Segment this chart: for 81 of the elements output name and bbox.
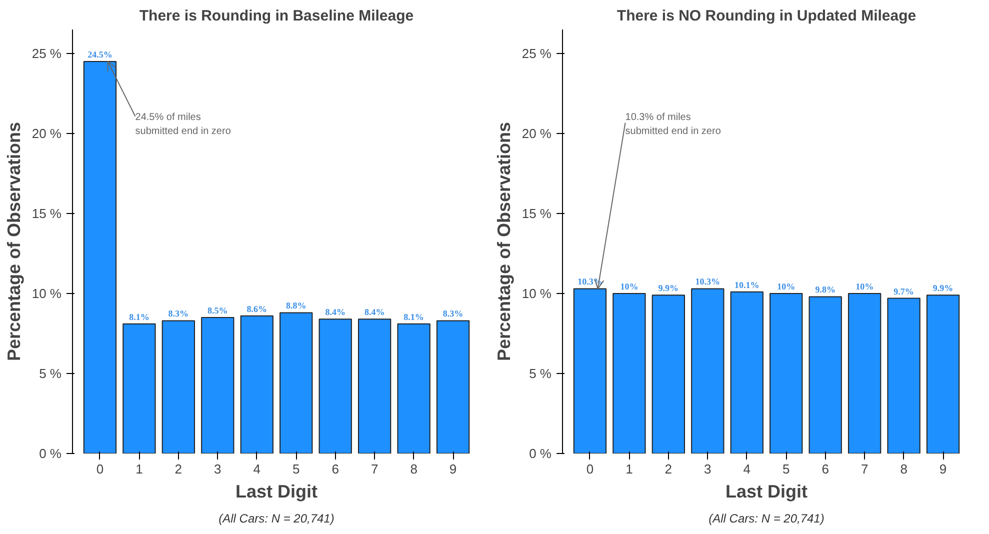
x-tick-label: 0 (586, 462, 594, 476)
text: (All Cars: N = 20,741) (708, 512, 824, 526)
x-tick-label: 9 (449, 462, 457, 476)
data-label: 8.3% (168, 308, 189, 319)
bar (436, 320, 470, 454)
data-label: 9.7% (894, 286, 914, 296)
data-label: 8.4% (325, 307, 346, 318)
data-label: 9.9% (658, 283, 679, 294)
data-label: 10% (620, 282, 638, 292)
data-label: 8.1% (404, 312, 424, 322)
data-label: 8.4% (364, 307, 385, 318)
y-tick-label: 5 % (39, 366, 62, 381)
annotation: 10.3% of miles submitted end in zero (625, 112, 722, 138)
text: (All Cars: N = 20,741) (218, 512, 334, 526)
data-label: 8.5% (208, 306, 228, 316)
data-label: 10.1% (734, 280, 760, 290)
x-tick-label: 4 (743, 462, 751, 476)
bar (848, 293, 882, 454)
bar (887, 298, 920, 454)
data-label: 10% (856, 282, 874, 292)
x-tick-label: 6 (822, 462, 829, 476)
data-label: 8.8% (286, 300, 306, 311)
bar (652, 294, 686, 454)
data-label: 8.3% (442, 308, 464, 319)
bar (240, 315, 274, 454)
data-label: 9.8% (815, 284, 836, 295)
bar (358, 318, 392, 454)
x-axis-title: Last Digit (726, 482, 808, 502)
x-tick-label: 4 (253, 462, 261, 476)
x-tick-label: 3 (704, 462, 712, 476)
y-tick-label: 20 % (522, 126, 552, 141)
bar (573, 288, 607, 454)
x-tick-label: 8 (410, 462, 418, 476)
y-tick-label: 25 % (32, 46, 62, 61)
bar (318, 318, 352, 454)
bar (730, 291, 764, 454)
x-tick-label: 8 (900, 462, 908, 476)
x-tick-label: 1 (136, 462, 143, 476)
x-axis-title: Last Digit (236, 482, 318, 502)
bar (201, 317, 234, 454)
data-label: 9.9% (932, 283, 954, 294)
x-tick-label: 7 (860, 462, 868, 476)
data-label: 8.1% (129, 312, 150, 322)
x-tick-label: 6 (332, 462, 339, 476)
y-tick-label: 20 % (32, 126, 62, 141)
y-axis-title: Percentage of Observations (4, 122, 24, 362)
data-label: 24.5% (88, 50, 112, 60)
x-tick-label: 3 (214, 462, 222, 476)
x-tick-label: 7 (370, 462, 378, 476)
chart-title: There is Rounding in Baseline Mileage (139, 8, 414, 24)
bar (280, 312, 313, 454)
bar (397, 323, 430, 454)
chart-title: There is NO Rounding in Updated Mileage (616, 8, 916, 24)
bar (808, 296, 842, 454)
y-tick-label: 15 % (522, 206, 552, 221)
y-tick-label: 15 % (32, 206, 62, 221)
y-tick-label: 5 % (529, 366, 552, 381)
x-tick-label: 5 (292, 462, 300, 476)
y-tick-label: 10 % (522, 286, 552, 301)
bar (770, 293, 803, 454)
bar (926, 294, 960, 454)
x-tick-label: 9 (939, 462, 947, 476)
data-label: 10.3% (695, 276, 720, 287)
bar (122, 323, 156, 454)
bar (612, 293, 646, 454)
bar (162, 320, 196, 454)
y-axis-title: Percentage of Observations (494, 122, 514, 362)
x-tick-label: 1 (626, 462, 633, 476)
data-label: 10% (777, 282, 796, 292)
x-tick-label: 5 (782, 462, 790, 476)
bar (691, 288, 724, 454)
y-tick-label: 25 % (522, 46, 552, 61)
y-tick-label: 10 % (32, 286, 62, 301)
bar (83, 61, 117, 454)
x-tick-label: 2 (174, 462, 182, 476)
data-label: 8.6% (246, 304, 268, 314)
x-tick-label: 0 (96, 462, 104, 476)
annotation: 24.5% of miles submitted end in zero (135, 112, 232, 138)
y-tick-label: 0 % (529, 446, 552, 461)
x-tick-label: 2 (664, 462, 672, 476)
y-tick-label: 0 % (39, 446, 62, 461)
